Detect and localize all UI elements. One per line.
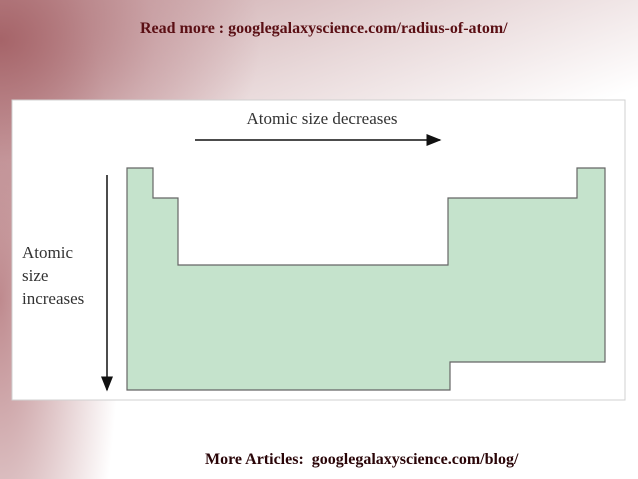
periodic-table-shape <box>126 167 606 391</box>
vertical-label-line: Atomic <box>22 243 73 262</box>
vertical-label-line: increases <box>22 289 84 308</box>
vertical-label-line: size <box>22 266 48 285</box>
read-more-link[interactable]: Read more : googlegalaxyscience.com/radi… <box>140 20 508 37</box>
horizontal-label: Atomic size decreases <box>246 109 397 128</box>
more-articles-link[interactable]: More Articles: googlegalaxyscience.com/b… <box>205 451 519 468</box>
